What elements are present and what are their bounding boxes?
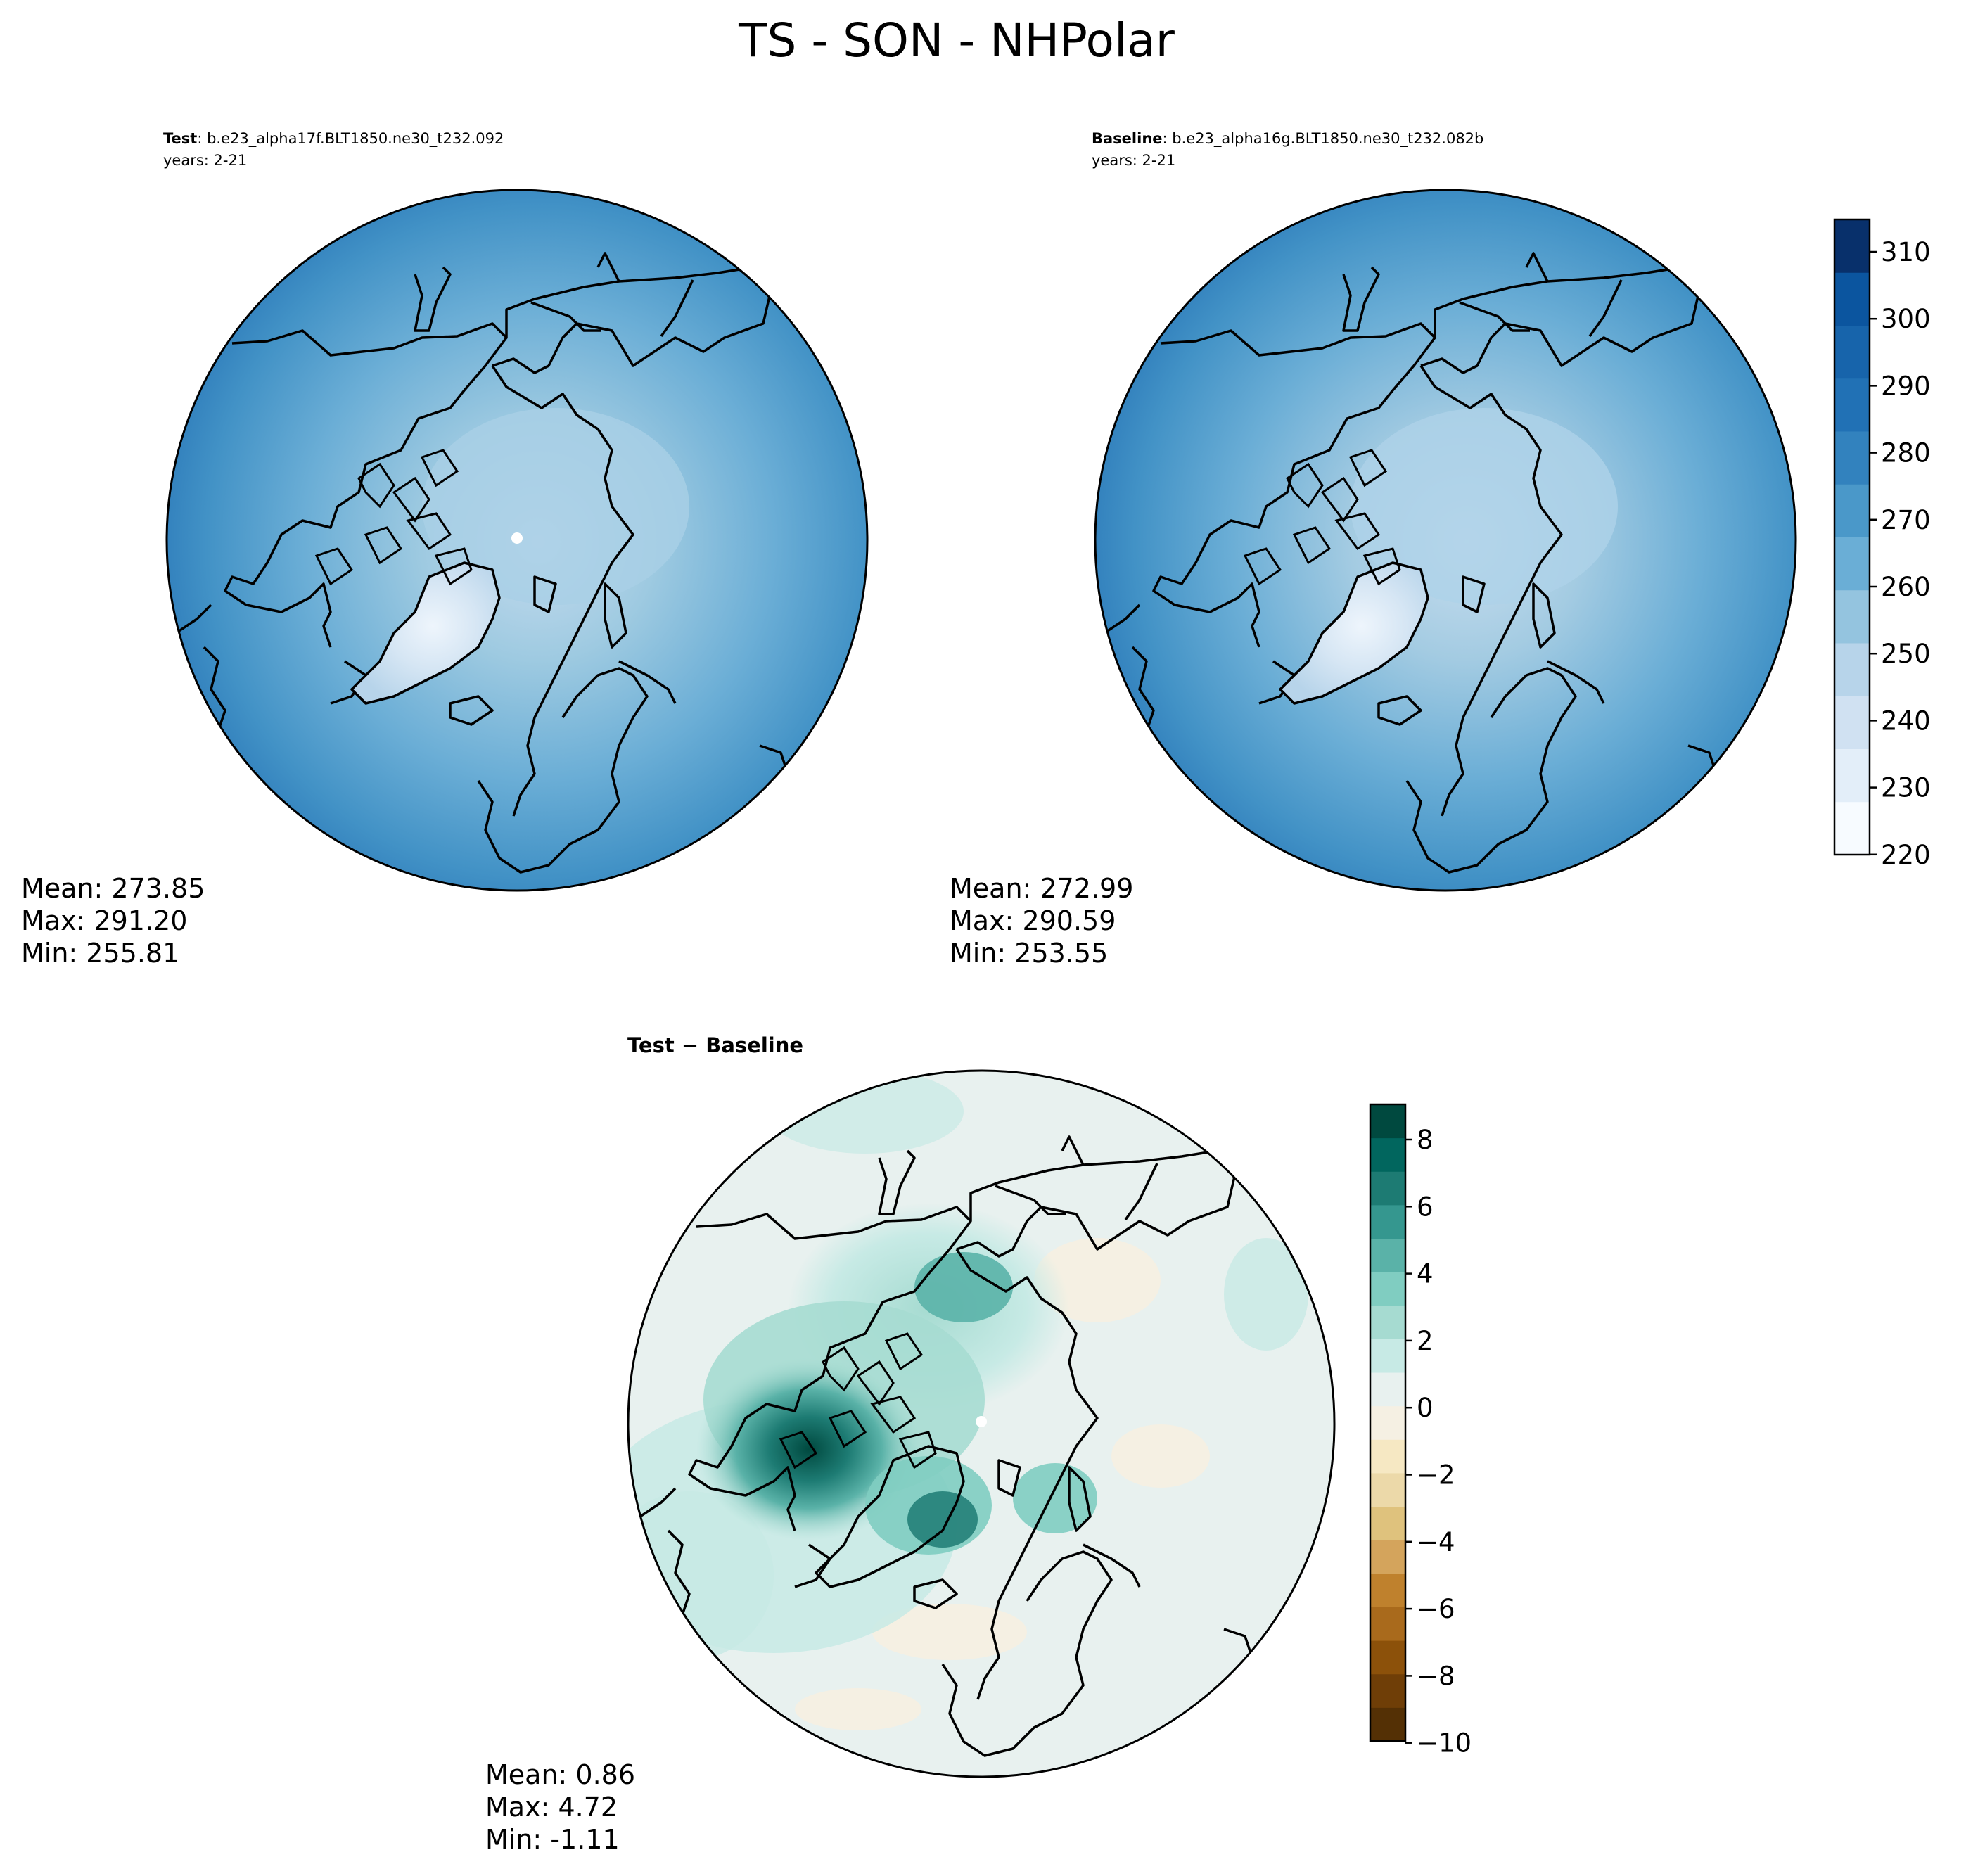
diff-colorbar-swatch [1370, 1439, 1405, 1474]
diff-colorbar-swatch [1370, 1472, 1405, 1507]
test-min: Min: 255.81 [21, 938, 179, 969]
diff-canadian-archipelago [779, 1332, 937, 1469]
diff-colorbar-tick-label: 0 [1417, 1393, 1434, 1423]
diff-colorbar-swatch [1370, 1104, 1405, 1139]
baseline-stats: Mean: 272.99 Max: 290.59 Min: 253.55 [950, 873, 1133, 969]
svg-text:Baseline: b.e23_alpha16g.BLT18: Baseline: b.e23_alpha16g.BLT1850.ne30_t2… [1092, 130, 1483, 148]
main-colorbar-swatch [1834, 643, 1870, 696]
diff-colorbar-swatch [1370, 1238, 1405, 1272]
figure-title: TS - SON - NHPolar [738, 13, 1175, 68]
diff-colorbar-swatch [1370, 1137, 1405, 1172]
test-land [175, 252, 789, 874]
diff-colorbar: 8 6 4 2 0 −2 −4 −6 −8 −10 [1369, 1103, 1472, 1759]
test-map [167, 190, 867, 891]
diff-colorbar-swatch [1370, 1673, 1405, 1708]
diff-colorbar-swatch [1370, 1707, 1405, 1742]
test-max: Max: 291.20 [21, 905, 187, 936]
test-case-name: : b.e23_alpha17f.BLT1850.ne30_t232.092 [197, 130, 504, 148]
diff-stats: Mean: 0.86 Max: 4.72 Min: -1.11 [485, 1759, 635, 1855]
main-colorbar-tick-label: 250 [1881, 639, 1931, 669]
diff-colorbar-swatch [1370, 1204, 1405, 1239]
diff-max: Max: 4.72 [485, 1792, 618, 1823]
diff-colorbar-swatch [1370, 1405, 1405, 1440]
diff-colorbar-tick-label: 2 [1417, 1326, 1434, 1356]
main-colorbar-swatch [1834, 431, 1870, 485]
baseline-case-name: : b.e23_alpha16g.BLT1850.ne30_t232.082b [1163, 130, 1484, 148]
diff-colorbar-tick-label: −6 [1417, 1594, 1455, 1624]
diff-colorbar-tick-label: 6 [1417, 1192, 1434, 1222]
main-colorbar-swatch [1834, 219, 1870, 273]
baseline-map-boundary [1094, 189, 1797, 892]
diff-colorbar-tick-label: −10 [1417, 1728, 1472, 1759]
diff-colorbar-tick-label: −4 [1417, 1527, 1455, 1557]
main-colorbar-tick-label: 310 [1881, 237, 1931, 267]
main-colorbar-swatch [1834, 589, 1870, 644]
main-colorbar: 310 300 290 280 270 260 250 240 230 220 [1833, 218, 1931, 870]
baseline-panel-header: Baseline: b.e23_alpha16g.BLT1850.ne30_t2… [1092, 130, 1483, 169]
baseline-mean: Mean: 272.99 [950, 873, 1133, 904]
main-colorbar-tick-label: 300 [1881, 304, 1931, 334]
main-colorbar-swatch [1834, 748, 1870, 803]
main-colorbar-tick-label: 220 [1881, 840, 1931, 870]
main-colorbar-tick-label: 260 [1881, 572, 1931, 602]
diff-colorbar-outline [1369, 1103, 1407, 1742]
diff-colorbar-swatch [1370, 1540, 1405, 1574]
diff-mean: Mean: 0.86 [485, 1759, 635, 1790]
baseline-greenland [1279, 561, 1429, 705]
diff-colorbar-tick-label: −2 [1417, 1460, 1455, 1491]
test-label: Test [163, 130, 197, 147]
main-colorbar-tick-label: 270 [1881, 505, 1931, 535]
baseline-years: years: 2-21 [1092, 152, 1175, 169]
diff-map [628, 1071, 1334, 1777]
main-colorbar-tick-label: 290 [1881, 371, 1931, 401]
test-mean: Mean: 273.85 [21, 873, 205, 904]
main-colorbar-swatch [1834, 537, 1870, 591]
main-colorbar-outline [1833, 218, 1871, 856]
main-colorbar-swatch [1834, 696, 1870, 749]
main-colorbar-swatch [1834, 272, 1870, 326]
diff-colorbar-tick-label: 8 [1417, 1125, 1434, 1155]
main-colorbar-swatch [1834, 484, 1870, 537]
main-colorbar-tick-label: 240 [1881, 706, 1931, 736]
diff-colorbar-swatch [1370, 1272, 1405, 1306]
test-map-boundary [165, 189, 869, 892]
diff-colorbar-swatch [1370, 1372, 1405, 1407]
baseline-min: Min: 253.55 [950, 938, 1108, 969]
test-greenland [350, 561, 501, 705]
diff-label: Test − Baseline [627, 1033, 803, 1057]
svg-text:Test: b.e23_alpha17f.BLT1850.n: Test: b.e23_alpha17f.BLT1850.ne30_t232.0… [163, 130, 504, 148]
diff-colorbar-swatch [1370, 1171, 1405, 1206]
diff-colorbar-swatch [1370, 1640, 1405, 1675]
diff-colorbar-swatch [1370, 1607, 1405, 1641]
baseline-max: Max: 290.59 [950, 905, 1116, 936]
diff-colorbar-tick-label: −8 [1417, 1661, 1455, 1691]
main-colorbar-swatch [1834, 378, 1870, 432]
main-colorbar-tick-label: 230 [1881, 773, 1931, 803]
main-colorbar-tick-label: 280 [1881, 438, 1931, 468]
diff-colorbar-swatch [1370, 1506, 1405, 1540]
test-years: years: 2-21 [163, 152, 247, 169]
test-stats: Mean: 273.85 Max: 291.20 Min: 255.81 [21, 873, 205, 969]
baseline-label: Baseline [1092, 130, 1163, 147]
test-panel-header: Test: b.e23_alpha17f.BLT1850.ne30_t232.0… [163, 130, 504, 169]
diff-colorbar-swatch [1370, 1573, 1405, 1607]
main-colorbar-swatch [1834, 325, 1870, 379]
main-colorbar-swatch [1834, 801, 1870, 855]
baseline-canadian-archipelago [1243, 449, 1401, 586]
baseline-map [1095, 190, 1796, 891]
diff-colorbar-swatch [1370, 1305, 1405, 1339]
diff-colorbar-tick-label: 4 [1417, 1259, 1434, 1289]
diff-min: Min: -1.11 [485, 1824, 620, 1855]
test-canadian-archipelago [314, 449, 473, 586]
diff-colorbar-swatch [1370, 1339, 1405, 1373]
diff-land [639, 1135, 1253, 1757]
diff-map-boundary [627, 1069, 1336, 1778]
